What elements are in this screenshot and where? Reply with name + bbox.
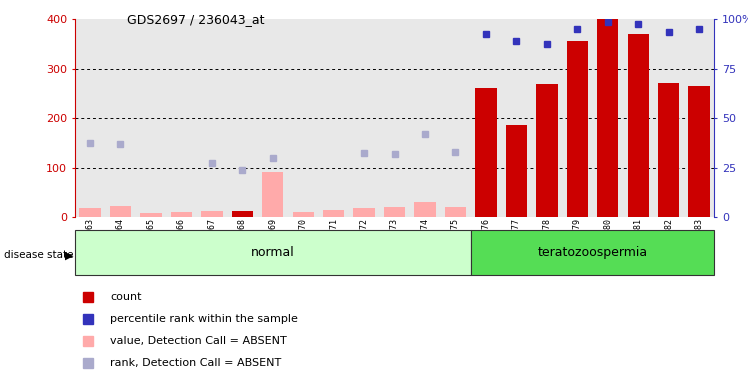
Bar (501, 19, 532, 217)
Bar (197, 19, 227, 217)
Bar (349, 19, 379, 217)
Bar (384, 207, 405, 217)
Bar (323, 210, 344, 217)
Bar (292, 212, 314, 217)
Bar (171, 212, 192, 217)
Bar (532, 19, 562, 217)
Bar (110, 206, 131, 217)
Bar (470, 230, 714, 275)
Bar (232, 211, 253, 217)
Bar (201, 211, 222, 217)
Text: percentile rank within the sample: percentile rank within the sample (110, 314, 298, 324)
Text: value, Detection Call = ABSENT: value, Detection Call = ABSENT (110, 336, 286, 346)
Bar (470, 19, 501, 217)
Text: ▶: ▶ (65, 250, 73, 260)
Bar (410, 19, 441, 217)
Text: rank, Detection Call = ABSENT: rank, Detection Call = ABSENT (110, 358, 281, 368)
Text: GDS2697 / 236043_at: GDS2697 / 236043_at (127, 13, 265, 26)
Bar (135, 19, 166, 217)
Bar (684, 19, 714, 217)
Bar (688, 86, 710, 217)
Bar (567, 41, 588, 217)
Bar (141, 213, 162, 217)
Bar (654, 19, 684, 217)
Bar (597, 19, 619, 217)
Bar (166, 19, 197, 217)
Bar (379, 19, 410, 217)
Bar (105, 19, 135, 217)
Text: normal: normal (251, 246, 295, 259)
Bar (475, 88, 497, 217)
Bar (414, 202, 435, 217)
Bar (628, 34, 649, 217)
Bar (75, 230, 470, 275)
Text: count: count (110, 292, 141, 302)
Bar (658, 83, 679, 217)
Bar (441, 19, 470, 217)
Bar (75, 19, 105, 217)
Bar (319, 19, 349, 217)
Bar (623, 19, 654, 217)
Bar (262, 172, 283, 217)
Bar (79, 208, 101, 217)
Bar (562, 19, 592, 217)
Bar (506, 126, 527, 217)
Bar (445, 207, 466, 217)
Text: disease state: disease state (4, 250, 73, 260)
Bar (288, 19, 319, 217)
Bar (257, 19, 288, 217)
Bar (536, 84, 557, 217)
Text: teratozoospermia: teratozoospermia (538, 246, 648, 259)
Bar (227, 19, 257, 217)
Bar (592, 19, 623, 217)
Bar (354, 208, 375, 217)
